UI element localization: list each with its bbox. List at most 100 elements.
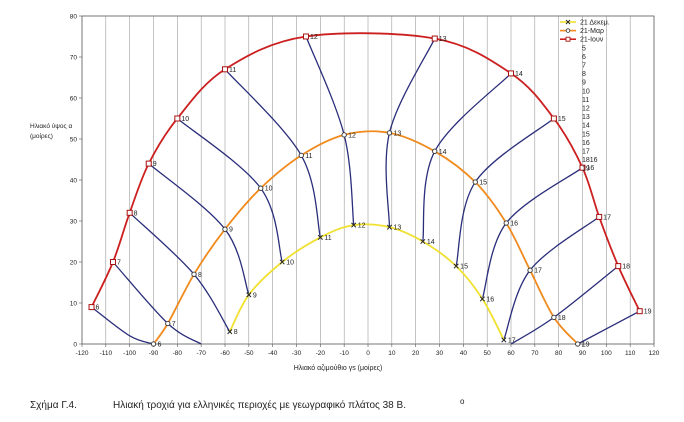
x-tick-label: 110 — [625, 350, 636, 357]
point-label: 12 — [348, 132, 356, 139]
x-tick-label: -30 — [292, 350, 302, 357]
point-label: 16 — [510, 221, 518, 228]
point-label: 16 — [486, 296, 494, 303]
series-point — [150, 341, 157, 347]
x-tick-label: -120 — [75, 350, 88, 357]
y-tick-label: 50 — [70, 137, 78, 144]
legend-label: 6 — [582, 54, 586, 61]
point-label: 17 — [603, 214, 611, 221]
legend-marker — [565, 28, 571, 33]
x-tick-label: 0 — [366, 350, 370, 357]
point-label: 11 — [324, 235, 331, 242]
point-label: 12 — [358, 223, 366, 230]
point-label: 9 — [229, 227, 233, 234]
point-label: 15 — [558, 116, 566, 123]
series-point — [109, 259, 116, 265]
point-label: 10 — [181, 116, 189, 123]
point-label: 13 — [393, 130, 401, 137]
point-label: 11 — [305, 153, 312, 160]
series-line-0 — [228, 223, 505, 341]
series-point — [501, 337, 507, 343]
x-tick-label: -100 — [123, 350, 136, 357]
series-point — [527, 267, 533, 273]
point-label: 6 — [96, 305, 100, 312]
series-point — [575, 341, 581, 347]
y-tick-label: 80 — [70, 14, 78, 21]
y-tick-label: 30 — [70, 219, 78, 226]
x-tick-label: -110 — [100, 350, 113, 357]
x-tick-label: 100 — [601, 350, 612, 357]
series-point — [279, 259, 285, 265]
series-point — [317, 234, 323, 240]
series-point — [191, 271, 197, 277]
point-label: 17 — [534, 268, 542, 275]
x-tick-label: 10 — [388, 350, 396, 357]
x-tick-label: -50 — [244, 350, 254, 357]
x-tick-label: -20 — [316, 350, 326, 357]
series-point — [432, 148, 438, 154]
series-point — [386, 130, 393, 136]
legend-label: 7 — [582, 63, 586, 70]
series-point — [303, 33, 310, 40]
x-tick-label: 50 — [484, 350, 492, 357]
legend-label: 1816 — [582, 157, 598, 164]
point-label: 19 — [644, 309, 652, 316]
series-point — [550, 115, 557, 122]
point-label: 9 — [253, 292, 257, 299]
point-label: 14 — [427, 239, 435, 246]
y-tick-label: 0 — [73, 342, 77, 349]
legend-label: 21 Δεκεμ. — [580, 20, 610, 27]
point-label: 16 — [587, 165, 595, 172]
point-label: 12 — [310, 34, 318, 41]
x-tick-label: -70 — [196, 350, 206, 357]
y-tick-label: 10 — [70, 301, 78, 308]
series-point — [472, 179, 478, 185]
series-point — [636, 308, 643, 315]
legend-label: 21-Ιουν — [580, 37, 604, 44]
x-tick-label: 80 — [555, 350, 563, 357]
x-tick-label: -80 — [173, 350, 183, 357]
point-label: 14 — [515, 71, 523, 78]
point-label: 8 — [198, 272, 202, 279]
series-point — [88, 304, 95, 311]
y-axis-label-unit: (μοίρες) — [30, 132, 53, 140]
legend-label: 11 — [582, 97, 589, 104]
x-axis-label: Ηλιακό αζιμούθιο γs (μοίρες) — [294, 364, 383, 372]
degree-mark: o — [460, 397, 465, 406]
legend-label: 13 — [582, 114, 590, 121]
y-tick-label: 40 — [70, 178, 78, 185]
legend-label: 5 — [582, 45, 586, 52]
series-line-2 — [90, 32, 641, 312]
series-point — [596, 213, 603, 220]
point-label: 19 — [582, 342, 590, 349]
series-point — [222, 226, 228, 232]
legend-label: 17 — [582, 149, 590, 156]
series-point — [420, 238, 426, 245]
hour-line-6 — [91, 306, 154, 345]
point-label: 13 — [439, 36, 447, 43]
series-point — [453, 263, 459, 269]
figure-caption: Ηλιακή τροχιά για ελληνικές περιοχές με … — [113, 400, 406, 411]
legend-label: 12 — [582, 106, 590, 113]
point-label: 6 — [158, 342, 162, 349]
point-label: 14 — [439, 149, 447, 156]
x-tick-label: 40 — [460, 350, 468, 357]
series-point — [246, 292, 252, 298]
series-point — [258, 185, 264, 191]
legend-marker — [565, 36, 571, 42]
point-label: 7 — [172, 321, 176, 328]
x-tick-label: 30 — [436, 350, 444, 357]
point-label: 13 — [393, 225, 401, 232]
series-point — [508, 70, 514, 77]
x-tick-label: 60 — [507, 350, 515, 357]
y-tick-label: 20 — [70, 260, 78, 267]
series-point — [551, 314, 557, 320]
point-label: 11 — [229, 67, 236, 74]
x-tick-label: 120 — [649, 350, 660, 357]
legend-label: 16 — [582, 140, 590, 147]
series-line-1 — [152, 130, 579, 345]
y-tick-label: 70 — [70, 55, 78, 62]
legend-label: 19 — [582, 166, 590, 173]
series-point — [222, 66, 228, 73]
